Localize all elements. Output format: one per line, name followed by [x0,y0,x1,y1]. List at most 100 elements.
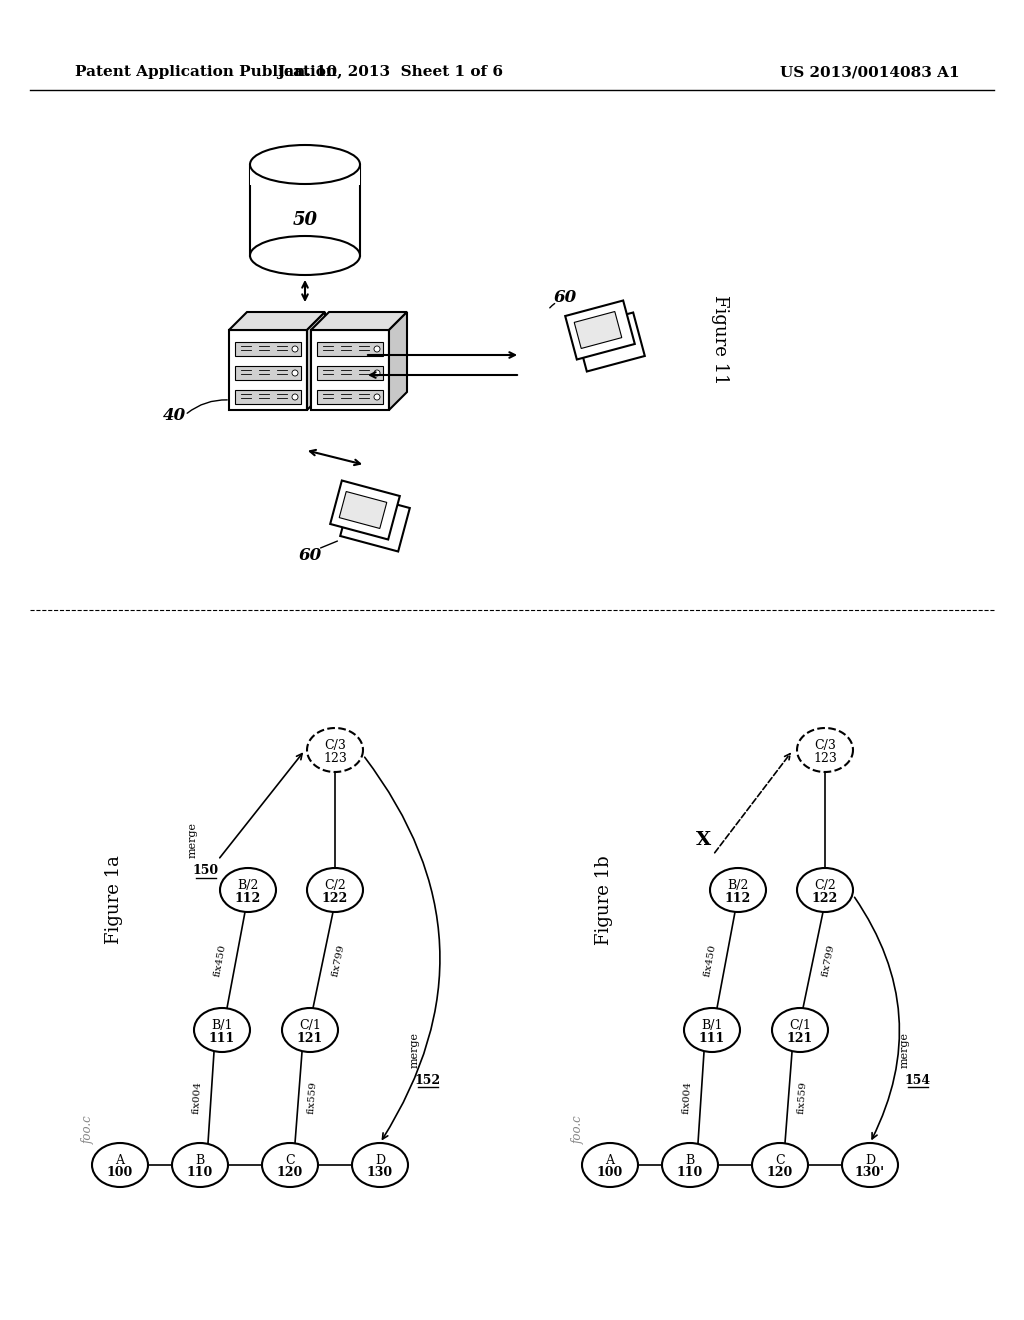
Text: B/2: B/2 [727,879,749,891]
Text: C: C [286,1154,295,1167]
Text: 130': 130' [855,1167,885,1180]
Text: 150: 150 [193,863,219,876]
Text: 120: 120 [767,1167,794,1180]
Ellipse shape [352,1143,408,1187]
Circle shape [292,370,298,376]
Text: Figure 1a: Figure 1a [105,855,123,944]
Text: C/3: C/3 [814,738,836,751]
Text: 111: 111 [209,1031,236,1044]
Text: D: D [375,1154,385,1167]
Bar [565,301,635,359]
Ellipse shape [797,869,853,912]
Text: 152: 152 [415,1073,441,1086]
Text: C/1: C/1 [790,1019,811,1031]
Circle shape [374,370,380,376]
Text: Jan. 10, 2013  Sheet 1 of 6: Jan. 10, 2013 Sheet 1 of 6 [278,65,503,79]
Ellipse shape [92,1143,148,1187]
Ellipse shape [662,1143,718,1187]
Bar [229,330,307,411]
Text: 123: 123 [323,751,347,764]
Text: 130: 130 [367,1167,393,1180]
Bar [250,164,360,185]
Text: 121: 121 [297,1031,324,1044]
Text: 110: 110 [677,1167,703,1180]
Text: fix559: fix559 [307,1081,318,1114]
Circle shape [292,346,298,352]
Ellipse shape [772,1008,828,1052]
Bar [317,389,383,404]
Text: merge: merge [900,1032,910,1068]
Text: fix450: fix450 [213,942,227,977]
Ellipse shape [684,1008,740,1052]
Text: A: A [605,1154,614,1167]
Polygon shape [307,312,325,411]
Text: A: A [116,1154,125,1167]
Text: C: C [775,1154,784,1167]
Text: C/1: C/1 [299,1019,321,1031]
Bar [250,165,360,256]
Text: B: B [685,1154,694,1167]
Circle shape [374,393,380,400]
Text: 111: 111 [698,1031,725,1044]
Text: C/3: C/3 [324,738,346,751]
Text: fix004: fix004 [191,1081,203,1114]
Text: Patent Application Publication: Patent Application Publication [75,65,337,79]
Ellipse shape [172,1143,228,1187]
Text: B/1: B/1 [701,1019,723,1031]
Bar [311,330,389,411]
Text: 120: 120 [276,1167,303,1180]
Bar [339,491,387,528]
Text: fix799: fix799 [331,942,347,977]
Ellipse shape [250,145,360,183]
Circle shape [292,393,298,400]
Ellipse shape [752,1143,808,1187]
Text: B/2: B/2 [238,879,259,891]
Text: B/1: B/1 [211,1019,232,1031]
Text: 123: 123 [813,751,837,764]
Polygon shape [229,312,325,330]
Text: 154: 154 [905,1073,931,1086]
Bar [317,366,383,380]
Text: merge: merge [410,1032,420,1068]
Text: D: D [865,1154,876,1167]
Ellipse shape [582,1143,638,1187]
Bar [234,342,301,356]
Text: 122: 122 [812,891,838,904]
Ellipse shape [262,1143,318,1187]
Text: foo.c: foo.c [82,1115,95,1144]
Text: merge: merge [188,822,198,858]
Text: 40: 40 [164,407,186,424]
Bar [574,312,622,348]
Ellipse shape [220,869,276,912]
Ellipse shape [307,869,362,912]
Ellipse shape [842,1143,898,1187]
Bar [234,366,301,380]
Bar [340,492,410,552]
Ellipse shape [194,1008,250,1052]
Bar [575,313,645,371]
Text: C/2: C/2 [325,879,346,891]
Polygon shape [311,312,407,330]
Text: fix559: fix559 [797,1081,808,1114]
Text: fix799: fix799 [821,942,837,977]
Text: 50: 50 [293,211,317,228]
Bar [317,342,383,356]
Text: 100: 100 [597,1167,624,1180]
Text: US 2013/0014083 A1: US 2013/0014083 A1 [780,65,959,79]
Text: fix004: fix004 [681,1081,692,1114]
Circle shape [374,346,380,352]
Text: Figure 11: Figure 11 [711,296,729,385]
Polygon shape [389,312,407,411]
Text: Figure 1b: Figure 1b [595,855,613,945]
Text: fix450: fix450 [702,942,718,977]
Bar [234,389,301,404]
Text: 60: 60 [553,289,577,306]
Text: X: X [695,832,711,849]
Text: 60: 60 [298,546,322,564]
Text: 112: 112 [234,891,261,904]
Ellipse shape [250,236,360,275]
Text: 112: 112 [725,891,752,904]
Bar [330,480,399,540]
Text: 122: 122 [322,891,348,904]
Text: foo.c: foo.c [572,1115,585,1144]
